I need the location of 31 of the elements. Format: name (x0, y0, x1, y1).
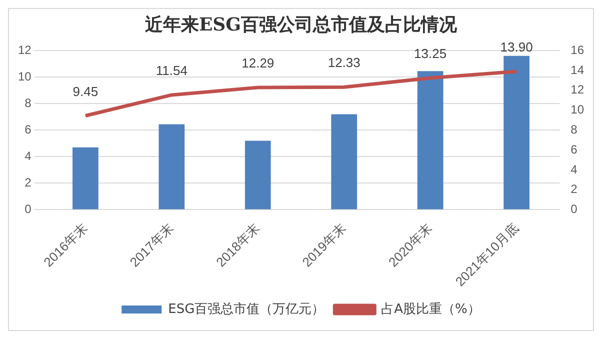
legend-label: ESG百强总市值（万亿元） (168, 302, 325, 317)
data-label: 13.25 (414, 46, 447, 62)
y2-tick-label: 8 (570, 122, 578, 136)
legend-label: 占A股比重（%） (381, 302, 480, 317)
y-tick-label: 6 (24, 122, 32, 136)
data-label: 11.54 (156, 63, 188, 78)
y2-tick-label: 10 (570, 102, 584, 117)
y2-tick-label: 14 (570, 62, 584, 77)
y-tick-label: 0 (24, 202, 32, 216)
bar (331, 114, 358, 210)
data-label: 12.29 (242, 56, 274, 71)
y2-tick-label: 4 (570, 162, 578, 176)
bar (417, 71, 444, 210)
y-tick-label: 2 (24, 176, 32, 190)
data-label: 12.33 (328, 55, 360, 70)
y-tick-label: 4 (24, 148, 32, 163)
y-tick-label: 8 (24, 96, 32, 110)
bar (504, 56, 530, 210)
y-tick-label: 12 (18, 42, 32, 57)
y2-tick-label: 2 (570, 182, 578, 196)
chart-title: 近年来ESG百强公司总市值及占比情况 (144, 14, 458, 36)
y2-tick-label: 12 (570, 82, 584, 97)
y2-tick-label: 6 (570, 142, 578, 156)
y2-tick-label: 0 (570, 202, 578, 216)
bar (72, 147, 98, 210)
y2-tick-label: 16 (570, 42, 584, 57)
bar (244, 140, 271, 210)
y-tick-label: 10 (18, 69, 32, 84)
data-label: 13.90 (500, 40, 533, 55)
bar (158, 124, 185, 210)
data-label: 9.45 (72, 84, 98, 99)
